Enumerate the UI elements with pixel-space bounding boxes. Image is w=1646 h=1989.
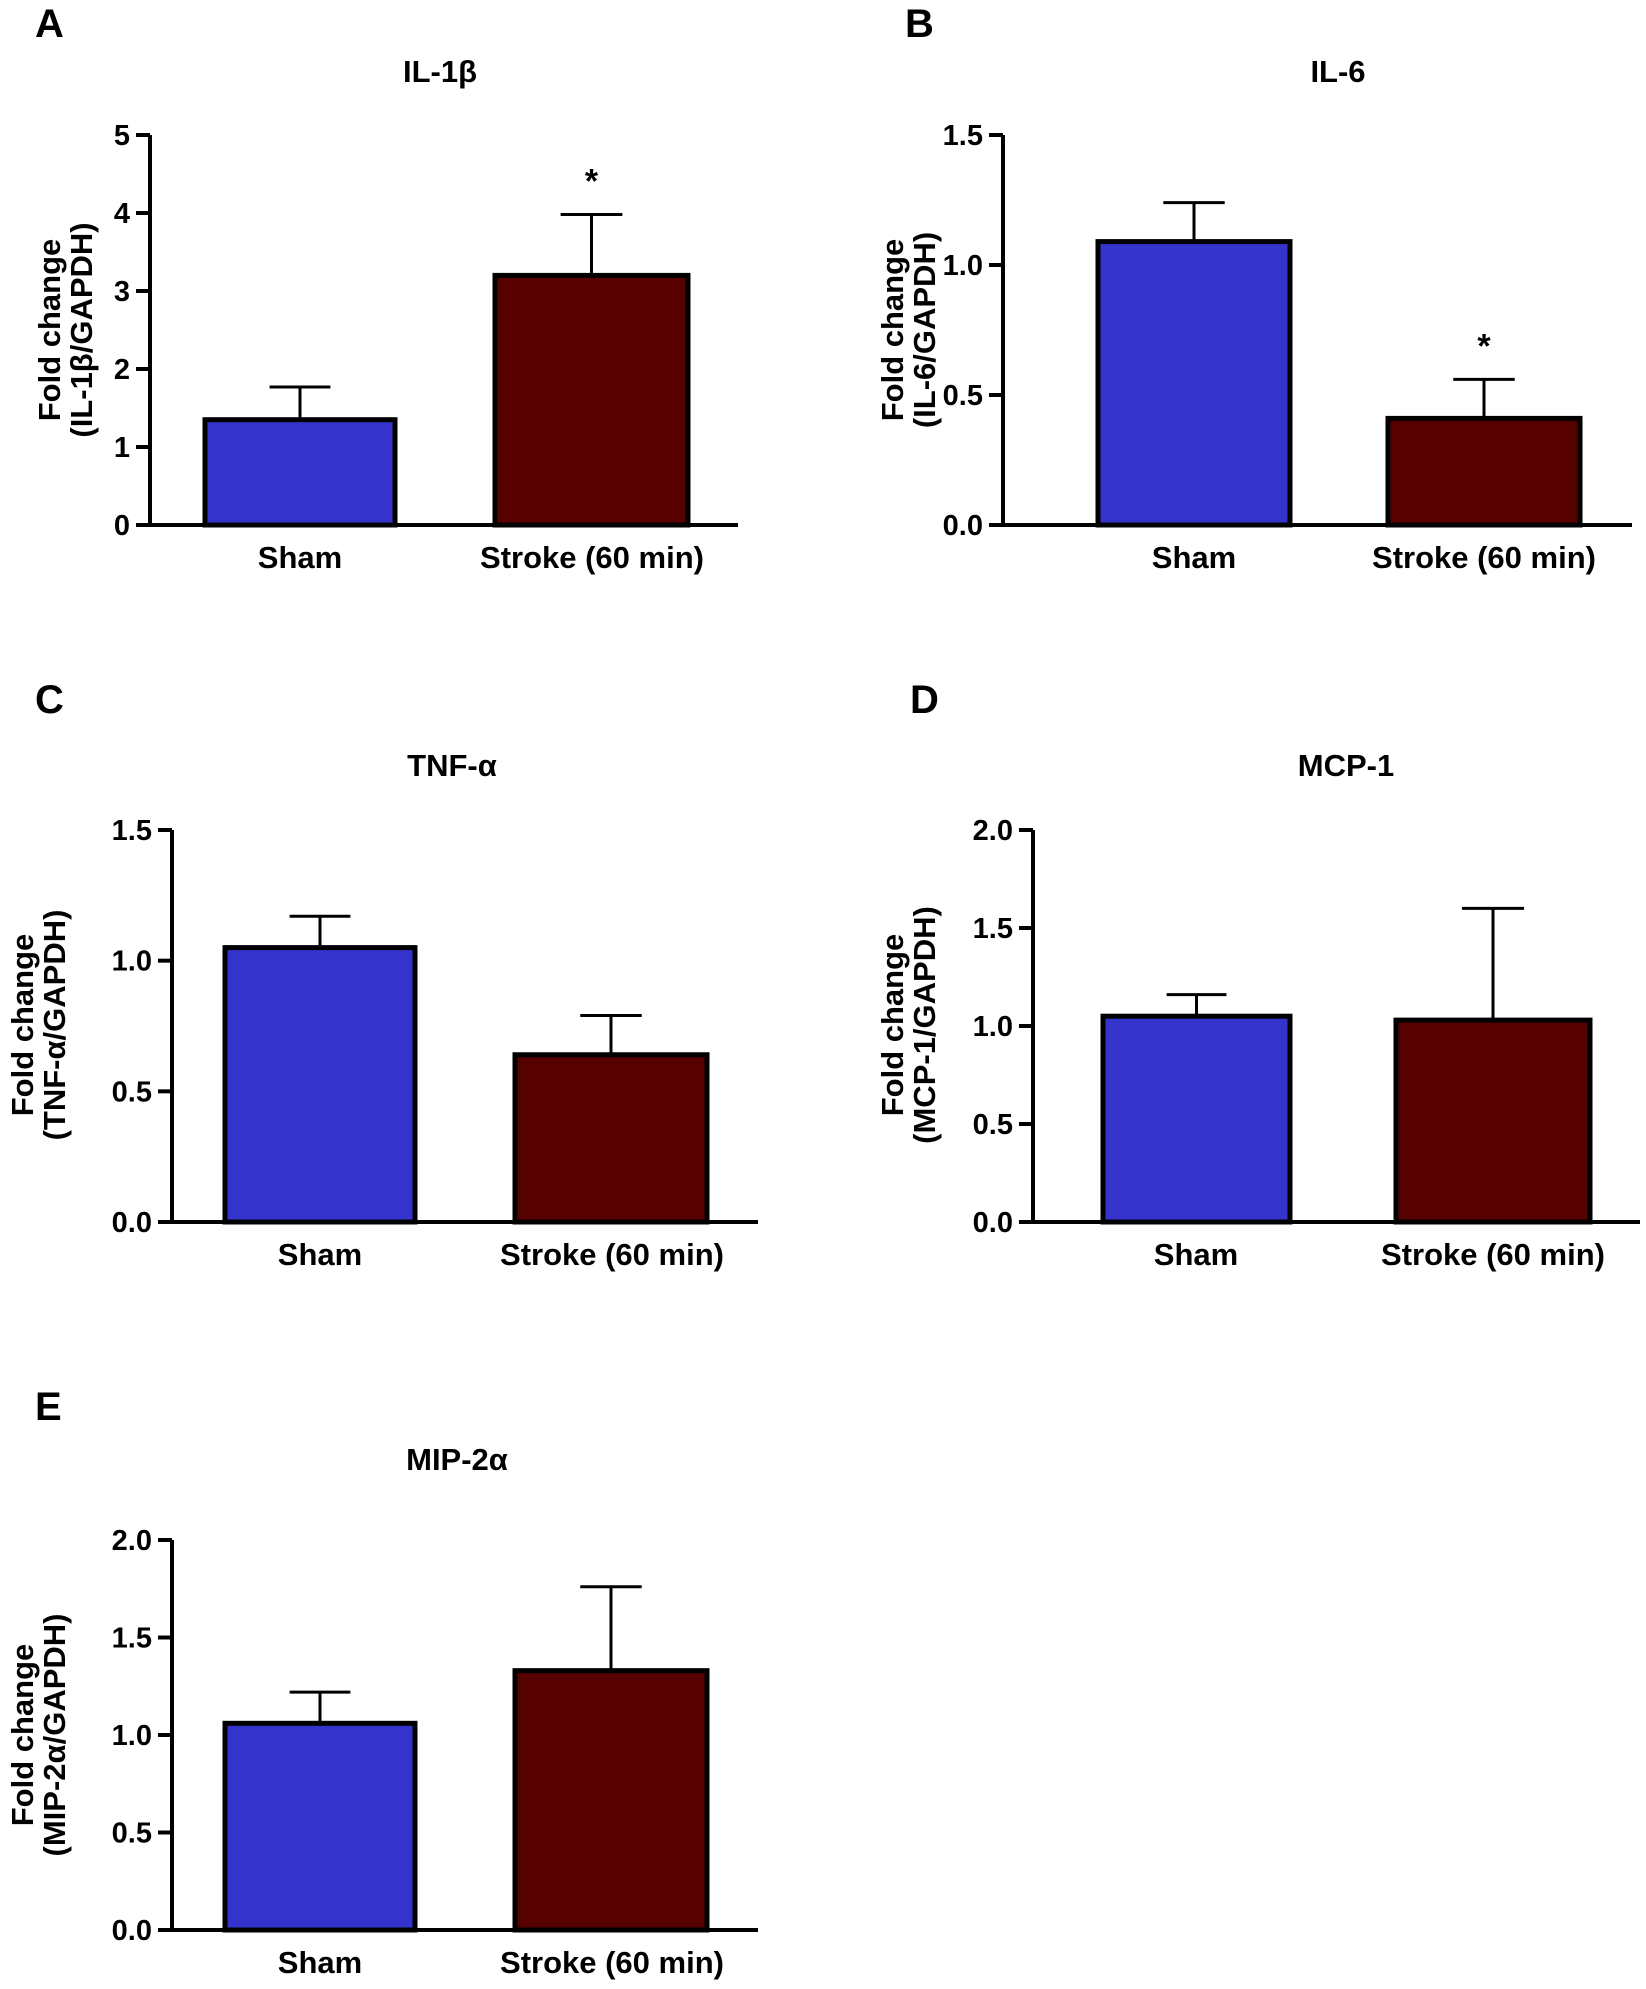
- x-tick-label: Sham: [1154, 1237, 1238, 1272]
- bar-stroke: [1385, 415, 1583, 528]
- panel-c: C TNF-α Fold change(TNF-α/GAPDH) Sham Stroke…: [5, 678, 758, 1272]
- y-tick-label: 0.5: [112, 1818, 152, 1850]
- panel-letter: A: [35, 2, 64, 46]
- y-axis-label: Fold change: [875, 239, 910, 422]
- chart-title: IL-6: [1310, 54, 1365, 89]
- y-tick-label: 0.0: [973, 1207, 1013, 1239]
- y-axis-label: Fold change: [5, 1644, 40, 1827]
- y-axis-label: (IL-1β/GAPDH): [64, 222, 99, 437]
- y-tick-label: 2.0: [112, 1525, 152, 1557]
- chart-title: TNF-α: [407, 748, 497, 783]
- y-axis-label: Fold change: [32, 239, 67, 422]
- y-tick-label: 0.5: [112, 1076, 152, 1108]
- y-tick-label: 1.0: [943, 250, 983, 282]
- chart-title: MCP-1: [1298, 748, 1394, 783]
- y-tick-label: 0.0: [112, 1207, 152, 1239]
- y-tick-label: 4: [114, 198, 130, 230]
- x-tick-label: Stroke (60 min): [500, 1945, 724, 1980]
- y-axis-label: (TNF-α/GAPDH): [37, 910, 72, 1141]
- y-axis-label: (IL-6/GAPDH): [907, 232, 942, 428]
- y-tick-label: 2: [114, 354, 130, 386]
- x-tick-label: Stroke (60 min): [1372, 540, 1596, 575]
- bar-sham: [1100, 1013, 1293, 1225]
- y-tick-label: 1.5: [973, 913, 1013, 945]
- y-tick-label: 0: [114, 510, 130, 542]
- y-tick-label: 0.5: [973, 1109, 1013, 1141]
- bar-sham: [1095, 239, 1293, 528]
- y-tick-label: 1.5: [112, 815, 152, 847]
- panel-a: A IL-1β Fold change(IL-1β/GAPDH) Sham * Strok…: [32, 2, 738, 575]
- bar-stroke: [512, 1052, 710, 1225]
- significance-marker: *: [585, 163, 599, 201]
- y-tick-label: 2.0: [973, 815, 1013, 847]
- panel-b: B IL-6 Fold change(IL-6/GAPDH) Sham * Stroke …: [875, 2, 1632, 575]
- y-tick-label: 3: [114, 276, 130, 308]
- bar-sham: [202, 417, 398, 528]
- y-axis-label: (MCP-1/GAPDH): [907, 906, 942, 1144]
- chart-title: IL-1β: [403, 54, 477, 89]
- y-tick-label: 1.0: [973, 1011, 1013, 1043]
- significance-marker: *: [1477, 327, 1491, 365]
- y-axis-label: Fold change: [5, 934, 40, 1117]
- bar-stroke: [512, 1668, 710, 1933]
- x-tick-label: Stroke (60 min): [1381, 1237, 1605, 1272]
- y-axis-label: Fold change: [875, 934, 910, 1117]
- panel-letter: D: [910, 678, 939, 722]
- bar-sham: [222, 945, 418, 1225]
- x-tick-label: Stroke (60 min): [480, 540, 704, 575]
- x-tick-label: Sham: [258, 540, 342, 575]
- x-tick-label: Stroke (60 min): [500, 1237, 724, 1272]
- y-tick-label: 1.5: [943, 120, 983, 152]
- y-tick-label: 0.0: [943, 510, 983, 542]
- panel-letter: E: [35, 1385, 62, 1429]
- y-tick-label: 1.0: [112, 946, 152, 978]
- panel-letter: B: [905, 2, 934, 46]
- x-tick-label: Sham: [278, 1237, 362, 1272]
- panel-e: E MIP-2α Fold change(MIP-2α/GAPDH) Sham Stro…: [5, 1385, 758, 1980]
- bar-sham: [222, 1720, 418, 1933]
- panel-d: D MCP-1 Fold change(MCP-1/GAPDH) Sham Stroke…: [875, 678, 1640, 1272]
- y-tick-label: 1.5: [112, 1623, 152, 1655]
- bar-stroke: [1393, 1017, 1593, 1225]
- y-tick-label: 0.5: [943, 380, 983, 412]
- y-axis-label: (MIP-2α/GAPDH): [37, 1614, 72, 1857]
- chart-title: MIP-2α: [406, 1442, 508, 1477]
- y-tick-label: 5: [114, 120, 130, 152]
- panel-letter: C: [35, 678, 64, 722]
- y-tick-label: 1.0: [112, 1720, 152, 1752]
- bar-stroke: [492, 272, 691, 528]
- x-tick-label: Sham: [278, 1945, 362, 1980]
- x-tick-label: Sham: [1152, 540, 1236, 575]
- y-tick-label: 1: [114, 432, 130, 464]
- y-tick-label: 0.0: [112, 1915, 152, 1947]
